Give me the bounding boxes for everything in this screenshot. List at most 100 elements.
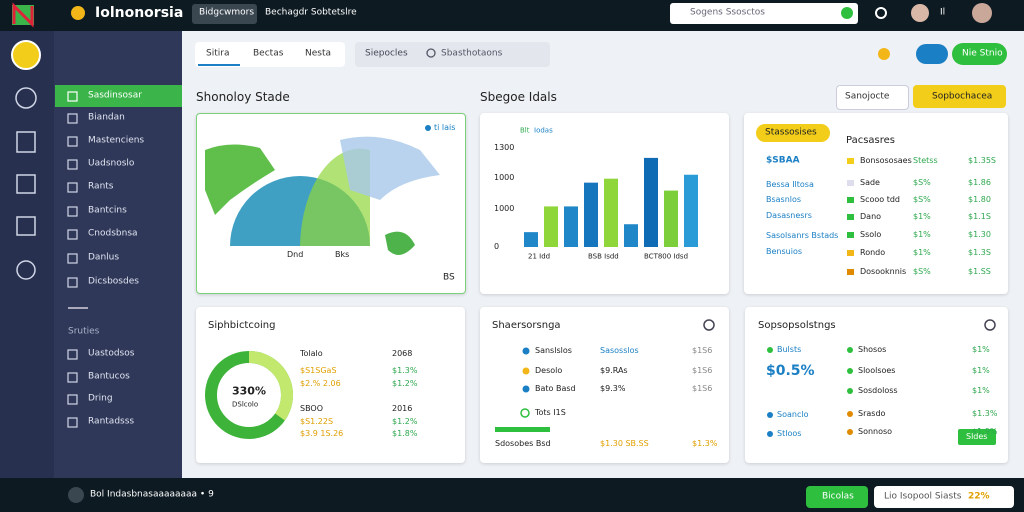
badge-label: Stassosises (765, 127, 817, 138)
active-item (55, 85, 182, 107)
list-item: Bsasnlos (766, 195, 802, 204)
menu-item[interactable]: Uadsnoslo (88, 158, 135, 169)
top-tab[interactable]: Bechagdr Sobtetslre (265, 7, 357, 18)
green-button[interactable] (958, 429, 996, 445)
row-value: $1S6 (692, 384, 713, 393)
shares-card (480, 307, 729, 463)
toggle[interactable] (916, 44, 948, 64)
x-axis-label: 21 Idd (528, 252, 551, 261)
y-axis-label: 0 (494, 242, 500, 251)
menu-item[interactable]: Rants (88, 181, 114, 192)
row-value: 2068 (392, 349, 413, 358)
row-value: $9.3% (600, 384, 626, 393)
row-name: Dosooknnis (860, 267, 907, 276)
section-label: Sruties (68, 326, 100, 337)
highlight: $SBAA (766, 155, 800, 166)
button-label[interactable]: Sopbochacea (932, 91, 993, 102)
row-value: $1% (913, 230, 931, 239)
menu-item[interactable]: Bantcins (88, 205, 127, 216)
menu-item[interactable]: Biandan (88, 112, 125, 123)
row-name: Ssolo (860, 230, 882, 239)
list-item: Soanclo (777, 410, 809, 419)
row-name: Desolo (535, 366, 563, 375)
list-card (744, 113, 1008, 294)
button-label[interactable]: Nie Stnio (962, 48, 1003, 59)
row-name: Sonnoso (858, 427, 893, 436)
filter-box[interactable] (355, 42, 550, 67)
row-name: $2.% 2.06 (300, 379, 341, 388)
tab[interactable]: Nesta (305, 48, 332, 59)
green-button[interactable] (952, 43, 1007, 65)
button[interactable] (836, 85, 909, 110)
filter[interactable]: Siepocles (365, 48, 408, 59)
row-value: $1S6 (692, 346, 713, 355)
row-name: $3.9 1S.26 (300, 429, 344, 438)
bottom-input[interactable] (874, 486, 1014, 508)
tab[interactable]: Sitira (206, 48, 230, 59)
list-item: Bensuios (766, 247, 803, 256)
list-item: Dasasnesrs (766, 211, 812, 220)
map-card (196, 113, 466, 294)
row-value: $1.9% (972, 427, 998, 436)
menu-item[interactable]: Mastenciens (88, 135, 145, 146)
tab[interactable]: Bectas (253, 48, 284, 59)
row-value: $1.80 (968, 195, 991, 204)
y-axis-label: 1000 (494, 173, 515, 182)
input-text: Lio Isopool Siasts (884, 491, 962, 502)
menu-item[interactable]: Cnodsbnsa (88, 228, 138, 239)
row-name: SBOO (300, 404, 324, 413)
green-button[interactable] (806, 486, 868, 508)
search-box[interactable] (670, 3, 858, 24)
y-axis-label: 1300 (494, 143, 515, 152)
legend-entry: Blt (520, 126, 530, 135)
row-name: Tots I1S (535, 408, 566, 417)
button-label[interactable]: Bicolas (822, 491, 854, 502)
progress-bar (495, 427, 550, 432)
row-name: Bonsososaes (860, 156, 912, 165)
row-value: $1.86 (968, 178, 991, 187)
row-name: Scooo tdd (860, 195, 900, 204)
menu-item[interactable]: Sasdinsosar (88, 90, 142, 101)
row-name: Srasdo (858, 409, 886, 418)
row-name: $S1SGaS (300, 366, 337, 375)
menu-item[interactable]: Bantucos (88, 371, 130, 382)
menu-item[interactable]: Dicsbosdes (88, 276, 139, 287)
card-title: Pacsasres (846, 135, 896, 146)
list-item: Bessa Iltosa (766, 180, 814, 189)
bar-card (480, 113, 729, 294)
status-text: Bol Indasbnasaaaaaaaa • 9 (90, 489, 214, 500)
top-tab[interactable]: Bidgcwmors (199, 7, 255, 18)
row-name: Bato Basd (535, 384, 576, 393)
badge (756, 124, 830, 142)
row-value: $S% (913, 267, 931, 276)
big-value: $0.5% (766, 363, 815, 379)
row-name: $S1.22S (300, 417, 334, 426)
yellow-button[interactable] (913, 85, 1006, 108)
row-name: Sosdoloss (858, 386, 898, 395)
card-title: Sopsopsolstngs (758, 320, 836, 331)
list-item: Stloos (777, 429, 802, 438)
menu-item[interactable]: Rantadsss (88, 416, 135, 427)
menu-item[interactable]: Danlus (88, 252, 120, 263)
card-title: Siphbictcoing (208, 320, 276, 331)
menu-item[interactable]: Uastodsos (88, 348, 135, 359)
button-label[interactable]: Sanojocte (845, 91, 890, 102)
row-value: $1.SS (968, 267, 991, 276)
row-value: $1.30 (968, 230, 991, 239)
map-label: Dnd (287, 250, 304, 259)
row-value: $1.8% (392, 429, 418, 438)
active-tab[interactable] (192, 4, 257, 24)
search-placeholder: Sogens Ssosctos (690, 7, 765, 18)
button-label[interactable]: Sldes (966, 432, 988, 441)
row-name: Dano (860, 212, 882, 221)
row-value: $1.1S (968, 212, 991, 221)
row-name: Shosos (858, 345, 887, 354)
x-axis-label: BCT800 Idsd (644, 252, 689, 261)
row-value: $9.RAs (600, 366, 628, 375)
divider (68, 307, 88, 309)
row-name: Rondo (860, 248, 886, 257)
brand: Iolnonorsia (95, 5, 184, 21)
row-value: $1S6 (692, 366, 713, 375)
menu-item[interactable]: Dring (88, 393, 113, 404)
row-name: Sade (860, 178, 880, 187)
